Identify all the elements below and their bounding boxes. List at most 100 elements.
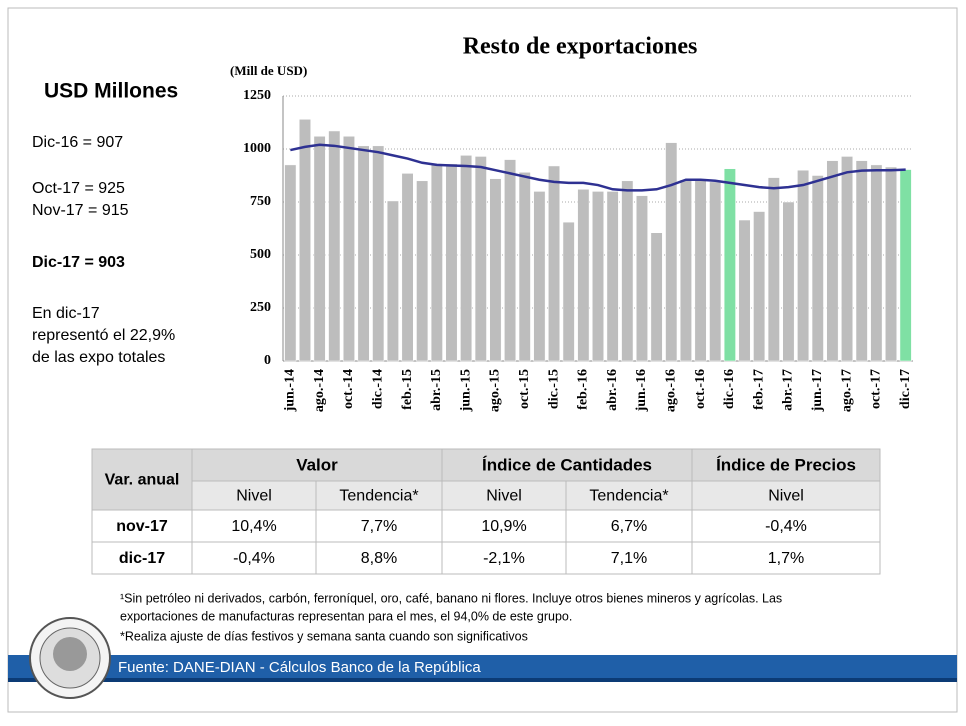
bar <box>885 166 897 362</box>
bar <box>870 164 883 362</box>
bar <box>797 169 810 362</box>
bar <box>284 164 297 362</box>
table-cell <box>565 541 693 575</box>
bar <box>533 191 546 362</box>
trend-line <box>290 143 906 192</box>
x-tick-label: jun.-14 <box>283 369 298 412</box>
x-tick-label: feb.-17 <box>751 369 766 410</box>
bar <box>738 219 751 362</box>
note: ¹Sin petróleo ni derivados, carbón, ferr… <box>120 591 782 605</box>
y-tick-label: 1250 <box>243 88 271 103</box>
table-text: 10,9% <box>481 518 526 535</box>
chart-title: Resto de exportaciones <box>463 34 698 60</box>
x-tick-label: oct.-16 <box>693 369 708 409</box>
bar <box>577 189 590 362</box>
left-line: Oct-17 = 925 <box>32 180 125 197</box>
bar <box>460 155 473 362</box>
table-text: Índice de Precios <box>716 455 856 474</box>
y-axis-label: (Mill de USD) <box>230 63 307 78</box>
x-tick-label: jun.-15 <box>458 369 473 412</box>
left-line: En dic-17 <box>32 305 100 322</box>
table-cell <box>191 448 443 482</box>
bar <box>621 180 634 362</box>
bar <box>474 156 487 362</box>
bar <box>811 175 824 362</box>
note: exportaciones de manufacturas representa… <box>120 609 572 623</box>
x-tick-label: jun.-16 <box>634 369 649 412</box>
table-text: Valor <box>296 455 338 474</box>
bar <box>372 145 385 362</box>
bar <box>548 165 561 362</box>
bar <box>650 232 663 362</box>
table-text: Tendencia* <box>589 488 668 505</box>
y-tick-label: 0 <box>264 353 271 368</box>
x-tick-label: oct.-17 <box>869 369 884 409</box>
table-text: dic-17 <box>119 550 165 567</box>
table-text: nov-17 <box>116 518 168 535</box>
x-tick-label: ago.-16 <box>663 369 678 412</box>
note: *Realiza ajuste de días festivos y seman… <box>120 629 528 643</box>
bar <box>606 191 619 362</box>
table-cell <box>691 509 881 543</box>
left-line: Dic-16 = 907 <box>32 134 123 151</box>
table-text: -0,4% <box>765 518 807 535</box>
bar <box>635 195 648 362</box>
x-tick-label: ago.-14 <box>312 369 327 412</box>
table-text: Índice de Cantidades <box>482 455 652 474</box>
bar <box>709 181 722 362</box>
table-cell <box>91 448 193 511</box>
bar <box>679 179 692 362</box>
x-tick-label: dic.-14 <box>370 369 385 409</box>
table-text: Nivel <box>768 488 804 505</box>
bar <box>826 160 839 362</box>
table-text: Nivel <box>236 488 272 505</box>
x-tick-label: jun.-17 <box>810 369 825 412</box>
left-line: de las expo totales <box>32 349 165 366</box>
bar <box>416 180 429 362</box>
table-text: 8,8% <box>361 550 397 567</box>
x-tick-label: abr.-16 <box>605 369 620 411</box>
bar <box>489 178 502 362</box>
bar <box>328 130 341 362</box>
bar <box>401 173 414 362</box>
bar <box>299 119 311 362</box>
footer-line <box>8 678 957 682</box>
x-tick-label: dic.-15 <box>546 369 561 409</box>
table-text: -0,4% <box>233 550 275 567</box>
x-tick-label: abr.-17 <box>781 369 796 411</box>
bar <box>445 163 458 362</box>
table-text: 7,1% <box>611 550 647 567</box>
y-tick-label: 250 <box>250 300 271 315</box>
left-line: Dic-17 = 903 <box>32 254 125 271</box>
table-text: Nivel <box>486 488 522 505</box>
table-cell <box>441 541 567 575</box>
bar <box>767 177 780 362</box>
table-cell <box>191 541 317 575</box>
bar <box>665 142 678 362</box>
left-line: Nov-17 = 915 <box>32 202 129 219</box>
table-cell <box>315 541 443 575</box>
bar <box>562 221 575 362</box>
x-tick-label: feb.-16 <box>576 369 591 410</box>
table-cell <box>691 541 881 575</box>
table-text: 10,4% <box>231 518 276 535</box>
bar <box>899 169 912 362</box>
x-tick-label: oct.-15 <box>517 369 532 409</box>
table-text: Tendencia* <box>339 488 418 505</box>
bar <box>855 160 868 362</box>
logo <box>29 617 111 699</box>
bar <box>753 211 766 362</box>
bar <box>430 163 443 362</box>
bar <box>782 201 795 362</box>
table-cell <box>191 480 317 511</box>
table-cell <box>441 480 567 511</box>
footer-bar <box>8 655 957 681</box>
y-tick-label: 500 <box>250 247 271 262</box>
x-tick-label: feb.-15 <box>400 369 415 410</box>
left-heading: USD Millones <box>44 80 178 103</box>
bar <box>518 172 531 362</box>
bar <box>592 191 604 362</box>
y-tick-label: 750 <box>250 194 271 209</box>
table-text: -2,1% <box>483 550 525 567</box>
bar <box>386 200 399 362</box>
